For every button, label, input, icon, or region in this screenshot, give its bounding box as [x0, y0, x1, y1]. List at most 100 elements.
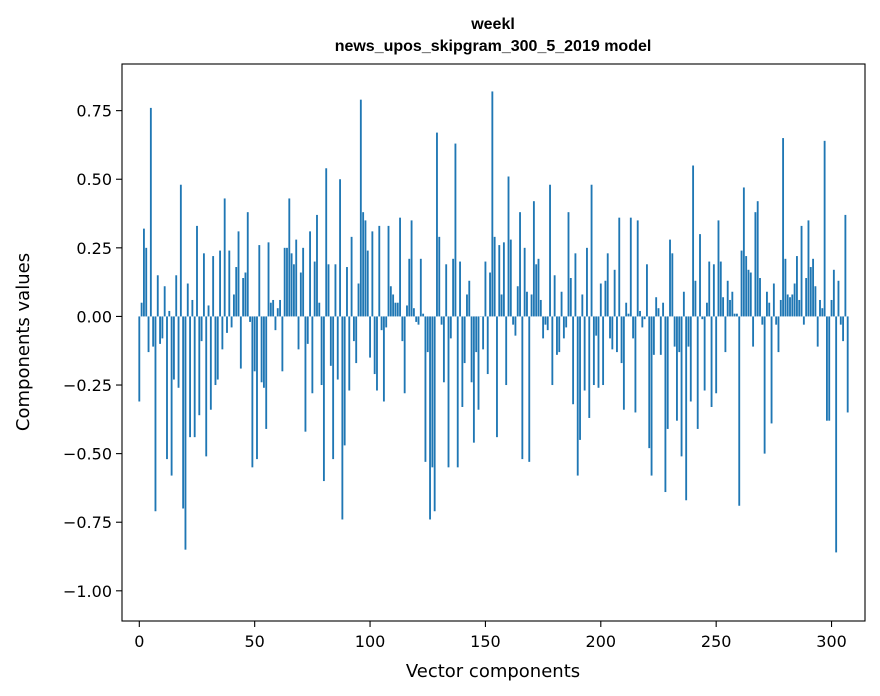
bar-62	[281, 316, 284, 372]
bar-85	[334, 264, 337, 317]
bar-132	[442, 316, 445, 383]
bar-109	[389, 286, 392, 317]
bar-258	[733, 313, 736, 317]
bar-94	[355, 316, 358, 364]
bar-49	[251, 316, 254, 468]
bar-194	[586, 247, 588, 317]
bar-142	[466, 294, 468, 317]
bar-0	[138, 316, 141, 402]
bar-157	[500, 294, 503, 317]
bar-236	[682, 291, 685, 317]
bar-266	[752, 316, 755, 347]
bar-163	[514, 316, 517, 336]
bar-227	[662, 302, 665, 317]
bar-235	[680, 316, 683, 457]
bar-294	[816, 316, 819, 347]
bar-129	[436, 132, 438, 317]
bar-181	[556, 316, 558, 355]
bar-79	[320, 316, 323, 386]
bar-280	[784, 258, 787, 317]
bar-80	[322, 316, 325, 482]
bar-2	[143, 228, 145, 317]
bar-215	[634, 316, 637, 413]
bar-68	[295, 239, 298, 317]
bar-12	[166, 316, 168, 460]
bar-89	[343, 316, 346, 446]
bar-189	[574, 253, 577, 317]
bar-104	[378, 225, 381, 317]
bar-167	[523, 247, 526, 317]
bar-192	[581, 294, 584, 317]
bar-232	[673, 316, 676, 347]
bar-256	[729, 299, 731, 317]
bar-151	[486, 316, 489, 375]
x-tick-label: 200	[586, 632, 617, 651]
bar-1	[140, 302, 143, 317]
bar-36	[221, 316, 224, 350]
bar-11	[163, 286, 166, 317]
bar-118	[410, 220, 413, 317]
bar-82	[327, 264, 330, 317]
bar-179	[551, 316, 554, 386]
bar-27	[200, 316, 203, 342]
bar-277	[777, 316, 780, 353]
x-tick-label: 0	[134, 632, 144, 651]
bar-134	[447, 316, 450, 468]
x-axis-label: Vector components	[406, 661, 580, 682]
bar-139	[459, 261, 461, 317]
y-tick-label: 0.25	[76, 239, 112, 258]
bar-33	[214, 316, 217, 386]
bar-175	[542, 316, 545, 339]
bar-101	[371, 231, 374, 317]
bar-169	[528, 316, 531, 462]
bar-275	[772, 283, 775, 317]
bar-289	[805, 278, 808, 317]
bar-174	[539, 299, 542, 317]
bar-257	[731, 291, 734, 317]
bar-84	[332, 316, 335, 460]
bar-55	[265, 316, 268, 429]
bar-260	[738, 316, 741, 506]
bar-46	[244, 272, 247, 317]
bar-126	[429, 316, 431, 520]
bar-88	[341, 316, 344, 520]
bar-52	[258, 245, 261, 317]
bar-274	[770, 316, 773, 424]
bar-305	[842, 316, 845, 342]
bar-233	[676, 316, 678, 421]
bar-112	[396, 302, 399, 317]
bar-70	[299, 272, 302, 317]
bar-86	[336, 316, 339, 380]
bar-251	[717, 220, 720, 317]
bar-245	[703, 316, 706, 391]
bar-15	[172, 316, 175, 380]
bar-286	[798, 299, 801, 317]
bar-111	[394, 302, 397, 317]
bar-10	[161, 316, 164, 339]
bar-4	[147, 316, 150, 353]
bar-180	[553, 275, 556, 317]
bar-123	[422, 313, 425, 317]
bar-108	[387, 225, 390, 317]
bar-74	[309, 231, 311, 317]
bar-190	[576, 316, 579, 476]
bar-284	[793, 283, 796, 317]
bar-219	[643, 316, 646, 320]
bar-153	[491, 91, 494, 317]
bar-28	[202, 253, 205, 317]
bar-93	[352, 316, 355, 342]
bar-201	[602, 316, 605, 386]
bar-17	[177, 316, 180, 388]
bar-143	[468, 280, 471, 317]
bar-69	[297, 316, 300, 350]
bar-25	[196, 225, 198, 317]
bar-23	[191, 299, 194, 317]
bar-216	[636, 220, 639, 317]
bar-77	[316, 214, 318, 317]
bar-213	[629, 217, 632, 317]
bar-34	[216, 316, 219, 380]
bar-246	[706, 302, 708, 317]
bar-291	[809, 267, 812, 317]
bar-138	[456, 316, 459, 468]
bar-171	[532, 201, 535, 317]
